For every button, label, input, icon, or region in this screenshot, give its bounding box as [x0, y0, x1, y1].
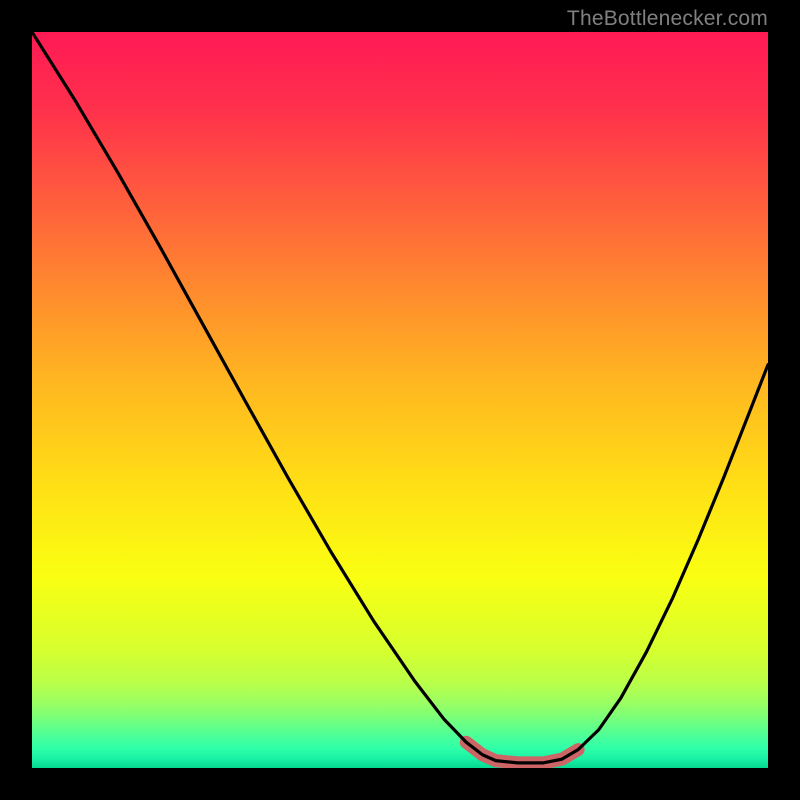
watermark-text: TheBottlenecker.com	[567, 7, 768, 31]
main-curve	[32, 32, 768, 763]
curve-layer	[32, 32, 768, 768]
plot-area	[32, 32, 768, 768]
